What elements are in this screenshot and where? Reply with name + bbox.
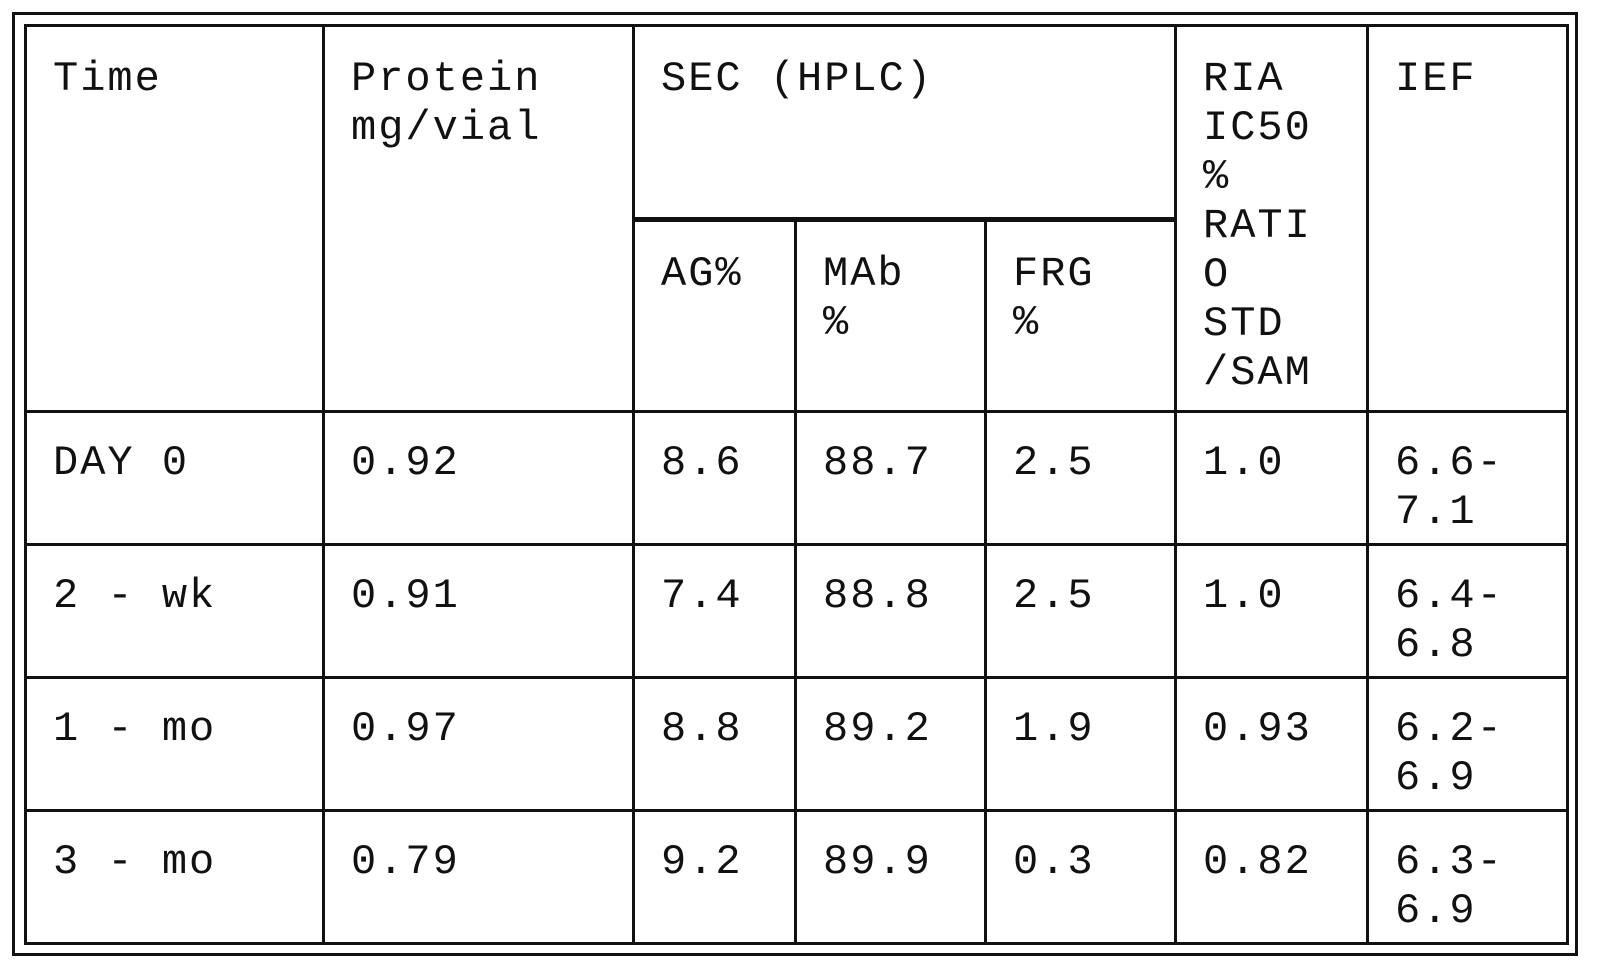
- cell-ria: 0.82: [1174, 809, 1370, 945]
- cell-frg: 2.5: [983, 543, 1178, 679]
- table-outer-frame: [12, 12, 1578, 956]
- header-frg: FRG %: [983, 217, 1178, 413]
- cell-protein: 0.97: [322, 676, 635, 812]
- cell-ief: 6.2- 6.9: [1366, 676, 1570, 812]
- cell-protein: 0.92: [322, 410, 635, 546]
- header-time: Time: [24, 24, 325, 413]
- cell-mab: 88.8: [794, 543, 987, 679]
- cell-time: 1 - mo: [24, 676, 325, 812]
- table-row: DAY 0 0.92 8.6 88.7 2.5 1.0 6.6- 7.1: [24, 410, 1570, 546]
- header-sec-hplc: SEC (HPLC): [631, 24, 1178, 221]
- header-ria: RIA IC50 % RATI O STD /SAM: [1174, 24, 1370, 413]
- cell-mab: 89.9: [794, 809, 987, 945]
- header-protein: Protein mg/vial: [322, 24, 635, 413]
- cell-ag: 9.2: [632, 809, 797, 945]
- cell-ag: 7.4: [632, 543, 797, 679]
- cell-frg: 1.9: [983, 676, 1178, 812]
- cell-ief: 6.4- 6.8: [1366, 543, 1570, 679]
- stability-data-table: Time Protein mg/vial SEC (HPLC) RIA IC50…: [24, 24, 1570, 945]
- cell-ria: 1.0: [1174, 410, 1370, 546]
- cell-time: DAY 0: [24, 410, 325, 546]
- cell-time: 2 - wk: [24, 543, 325, 679]
- header-mab: MAb %: [794, 217, 987, 413]
- cell-mab: 89.2: [794, 676, 987, 812]
- header-ag: AG%: [632, 217, 797, 413]
- header-ief: IEF: [1366, 24, 1570, 413]
- cell-ag: 8.8: [632, 676, 797, 812]
- cell-mab: 88.7: [794, 410, 987, 546]
- cell-ria: 0.93: [1174, 676, 1370, 812]
- cell-ria: 1.0: [1174, 543, 1370, 679]
- cell-protein: 0.79: [322, 809, 635, 945]
- cell-frg: 0.3: [983, 809, 1178, 945]
- cell-ief: 6.6- 7.1: [1366, 410, 1570, 546]
- header-row: Time Protein mg/vial SEC (HPLC) RIA IC50…: [24, 24, 1570, 413]
- cell-time: 3 - mo: [24, 809, 325, 945]
- cell-ief: 6.3- 6.9: [1366, 809, 1570, 945]
- cell-frg: 2.5: [983, 410, 1178, 546]
- cell-ag: 8.6: [632, 410, 797, 546]
- table-row: 2 - wk 0.91 7.4 88.8 2.5 1.0 6.4- 6.8: [24, 543, 1570, 679]
- table-row: 3 - mo 0.79 9.2 89.9 0.3 0.82 6.3- 6.9: [24, 809, 1570, 945]
- table-row: 1 - mo 0.97 8.8 89.2 1.9 0.93 6.2- 6.9: [24, 676, 1570, 812]
- subheader-row: AG% MAb % FRG %: [26, 217, 1568, 413]
- cell-protein: 0.91: [322, 543, 635, 679]
